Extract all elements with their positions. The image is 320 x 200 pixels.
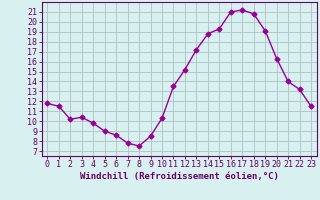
X-axis label: Windchill (Refroidissement éolien,°C): Windchill (Refroidissement éolien,°C)	[80, 172, 279, 181]
